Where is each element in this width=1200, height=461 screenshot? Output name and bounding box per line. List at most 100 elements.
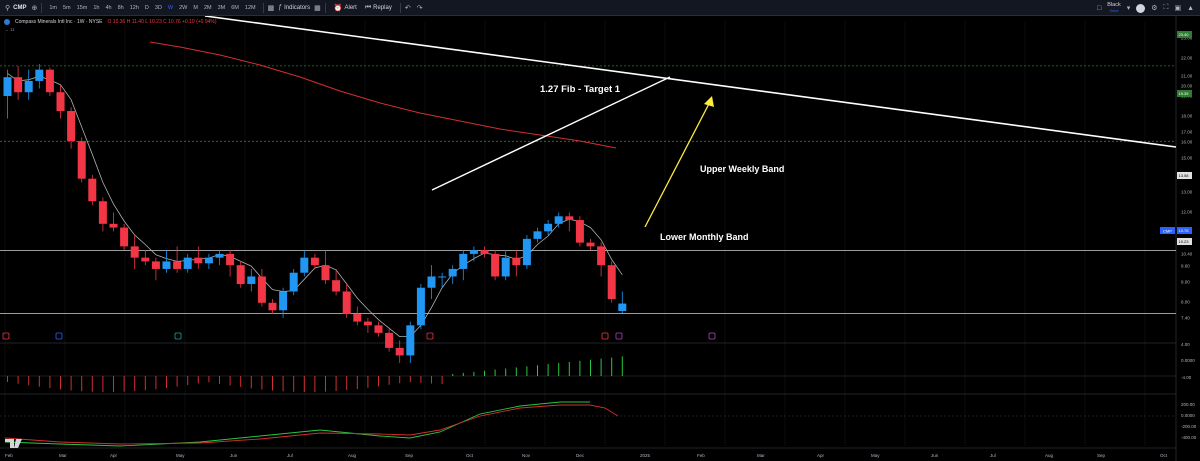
time-tick-label: Apr — [110, 453, 118, 458]
timeframe-3m[interactable]: 3M — [217, 4, 226, 11]
timeframe-12h[interactable]: 12h — [129, 4, 139, 11]
indicator-toggle[interactable]: ⌄ 11 — [5, 27, 15, 33]
price-tick-label: 8.00 — [1181, 300, 1190, 305]
camera-icon[interactable]: ▣ — [1174, 5, 1182, 12]
candle-up — [522, 238, 531, 266]
symbol-title[interactable]: Compass Minerals Intl Inc · 1W · NYSE — [15, 19, 103, 25]
event-marker — [2, 332, 10, 340]
fib-target-label: 1.27 Fib - Target 1 — [540, 84, 621, 95]
price-tag-label: 23.40 — [1179, 32, 1190, 37]
event-marker — [615, 332, 623, 340]
chart-type-icon[interactable]: ▩ — [267, 4, 275, 12]
candle-down — [353, 314, 362, 322]
candle-down — [151, 261, 160, 269]
undo-icon[interactable]: ↶ — [404, 4, 411, 12]
fullscreen-icon[interactable]: ⛶ — [1163, 4, 1169, 11]
replay-label: Replay — [373, 4, 392, 11]
candle-up — [501, 257, 510, 277]
oscillator-pane — [0, 401, 1176, 447]
band-lines — [7, 41, 623, 337]
timeframe-1m[interactable]: 1m — [49, 4, 57, 11]
candle-up — [289, 272, 298, 292]
price-tick-label: 13.00 — [1181, 190, 1193, 195]
publish-icon[interactable]: ▲ — [1187, 4, 1194, 12]
redo-icon[interactable]: ↷ — [416, 4, 423, 12]
timeframe-3d[interactable]: 3D — [154, 4, 162, 11]
timeframe-15m[interactable]: 15m — [76, 4, 88, 11]
candle-up — [544, 223, 553, 232]
timeframe-2w[interactable]: 2W — [179, 4, 188, 11]
timeframe-1h[interactable]: 1h — [93, 4, 100, 11]
candle-down — [130, 246, 139, 258]
replay-button[interactable]: ⏮ Replay — [361, 4, 396, 12]
indicators-button[interactable]: ƒ Indicators — [274, 4, 314, 11]
timeframe-5m[interactable]: 5m — [63, 4, 71, 11]
indicators-label: Indicators — [284, 4, 311, 11]
candle-down — [342, 291, 351, 315]
event-markers — [2, 332, 716, 340]
price-tick-label: 10.40 — [1181, 252, 1193, 257]
annotations: 1.27 Fib - Target 1 Upper Weekly Band Lo… — [540, 84, 784, 242]
candle-down — [120, 227, 129, 247]
layout-name-button[interactable]: Black Save — [1107, 2, 1120, 14]
price-axis: 23.0022.0021.0020.0019.0018.0017.0016.00… — [1160, 31, 1197, 440]
symbol-tag-box — [1160, 227, 1175, 234]
event-marker — [174, 332, 182, 340]
candle-down — [565, 216, 574, 221]
alert-button[interactable]: ⏰ Alert — [330, 4, 361, 12]
price-tick-label: 7.40 — [1181, 316, 1190, 321]
candle-down — [480, 250, 489, 254]
compare-icon[interactable]: ⊕ — [31, 4, 38, 12]
timeframe-6m[interactable]: 6M — [231, 4, 239, 11]
candle-up — [533, 231, 542, 239]
oscillator-axis-label: -400.00 — [1181, 435, 1197, 440]
price-tag-box — [1177, 31, 1192, 38]
candle-down — [597, 246, 606, 266]
time-tick-label: Jul — [990, 453, 996, 458]
quick-search-icon[interactable] — [1136, 3, 1146, 13]
candle-down — [141, 257, 150, 262]
timeframe-4h[interactable]: 4h — [105, 4, 112, 11]
time-tick-label: May — [176, 453, 185, 458]
price-tick-label: 22.00 — [1181, 56, 1193, 61]
price-tag-label: 10.23 — [1179, 239, 1190, 244]
candle-down — [512, 257, 521, 266]
time-tick-label: Jul — [287, 453, 293, 458]
oscillator-axis-label: -200.00 — [1181, 424, 1197, 429]
time-tick-label: Sep — [405, 453, 414, 458]
top-toolbar: ⚲ CMP ⊕ 1m 5m 15m 1h 4h 8h 12h D 3D W 2W M 2M 3M 6M 12M… — [0, 0, 1200, 16]
candle-up — [448, 268, 457, 277]
time-tick-label: Feb — [697, 453, 705, 458]
candle-down — [385, 332, 394, 348]
settings-icon[interactable]: ⚙ — [1151, 5, 1158, 12]
time-tick-label: Sep — [1097, 453, 1106, 458]
chart-canvas[interactable]: 23.0022.0021.0020.0019.0018.0017.0016.00… — [0, 16, 1200, 461]
candle-down — [67, 111, 76, 142]
timeframe-w[interactable]: W — [167, 4, 174, 11]
chart-grid — [4, 21, 1146, 446]
layout-name: Black — [1107, 2, 1121, 8]
timeframe-8h[interactable]: 8h — [117, 4, 124, 11]
candle-down — [363, 321, 372, 326]
timeframe-m[interactable]: M — [193, 4, 198, 11]
symbol-search[interactable]: ⚲ CMP — [0, 0, 31, 15]
chevron-down-icon[interactable]: ▾ — [1126, 5, 1131, 12]
timeframe-d[interactable]: D — [144, 4, 149, 11]
moving-average-long — [149, 41, 617, 149]
templates-icon[interactable]: ▦ — [314, 4, 321, 12]
histogram-axis-label: 0.0000 — [1181, 358, 1195, 363]
timeframe-12m[interactable]: 12M — [244, 4, 256, 11]
company-logo-icon — [4, 19, 10, 25]
candle-up — [279, 291, 288, 311]
time-tick-label: Oct — [1160, 453, 1168, 458]
oscillator-axis-label: 200.00 — [1181, 402, 1195, 407]
target-arrow-head — [704, 96, 714, 107]
time-tick-label: Feb — [5, 453, 13, 458]
candle-up — [215, 253, 224, 258]
event-marker — [55, 332, 63, 340]
symbol-label: CMP — [13, 4, 27, 11]
time-tick-label: Oct — [466, 453, 474, 458]
price-tick-label: 17.00 — [1181, 130, 1193, 135]
layout-icon[interactable]: □ — [1097, 4, 1102, 12]
timeframe-2m[interactable]: 2M — [203, 4, 212, 11]
